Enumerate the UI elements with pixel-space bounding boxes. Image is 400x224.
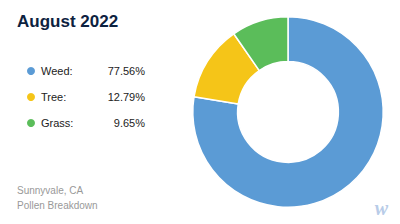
svg-text:9.65%: 9.65% <box>114 117 145 129</box>
svg-text:Pollen Breakdown: Pollen Breakdown <box>17 200 98 211</box>
svg-text:w: w <box>375 197 389 219</box>
svg-text:12.79%: 12.79% <box>108 91 146 103</box>
svg-text:Tree:: Tree: <box>41 91 66 103</box>
svg-text:Weed:: Weed: <box>41 65 73 77</box>
svg-text:Sunnyvale, CA: Sunnyvale, CA <box>17 185 83 196</box>
svg-text:Grass:: Grass: <box>41 117 73 129</box>
svg-text:August 2022: August 2022 <box>17 12 118 31</box>
svg-text:77.56%: 77.56% <box>108 65 146 77</box>
